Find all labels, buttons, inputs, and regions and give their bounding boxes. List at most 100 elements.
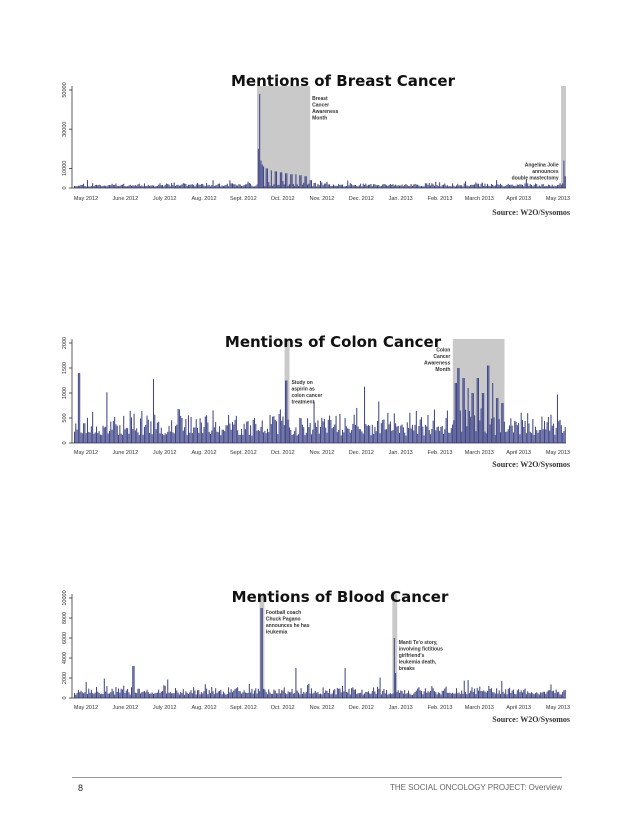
bar <box>288 427 290 443</box>
bar <box>220 689 222 698</box>
bar <box>189 184 191 188</box>
bar <box>446 410 448 443</box>
bar <box>321 182 323 188</box>
bar <box>505 689 507 698</box>
bar <box>450 693 452 698</box>
bar <box>480 690 482 698</box>
bar <box>97 432 99 443</box>
bar <box>110 421 112 443</box>
bar <box>184 427 186 443</box>
annotation-line: Chuck Pagano <box>266 617 301 623</box>
bar <box>277 693 279 698</box>
bar <box>556 394 558 443</box>
bar <box>137 432 139 443</box>
bar <box>339 688 341 698</box>
bar <box>112 691 114 698</box>
bar <box>285 380 287 443</box>
bar <box>351 430 353 443</box>
bar <box>404 690 406 698</box>
bar <box>257 688 259 698</box>
bar <box>340 692 342 698</box>
bar <box>496 688 498 698</box>
x-tick-label: Sept. 2012 <box>230 196 257 202</box>
bar <box>279 693 281 698</box>
bar <box>393 185 395 188</box>
x-tick-label: Aug. 2012 <box>191 450 216 456</box>
bar <box>496 398 498 443</box>
annotation-line: announces he has <box>266 623 310 629</box>
bar <box>507 429 509 443</box>
bar <box>330 185 332 188</box>
bar <box>268 431 270 443</box>
bar <box>387 185 389 188</box>
bar <box>365 424 367 443</box>
bar <box>512 185 514 188</box>
bar <box>458 368 460 443</box>
bar <box>184 183 186 188</box>
bar <box>498 690 500 698</box>
bar <box>269 414 271 443</box>
bar <box>208 431 210 443</box>
bar <box>235 185 237 188</box>
bar <box>344 418 346 443</box>
bar <box>332 427 334 443</box>
bar <box>400 185 402 188</box>
bar <box>559 419 561 443</box>
bar <box>200 183 202 188</box>
bar <box>137 688 139 698</box>
bar <box>392 184 394 188</box>
bar <box>162 434 164 443</box>
bar <box>512 432 514 443</box>
bar <box>90 689 92 698</box>
bar <box>383 419 385 443</box>
chart-breast-cancer: 0 10000 30000 50000 May 2012 June 2012 July 20… <box>0 60 638 220</box>
bar <box>374 691 376 698</box>
bar <box>305 176 307 188</box>
bar <box>265 168 267 188</box>
bar <box>94 185 96 188</box>
bar <box>159 183 161 188</box>
bar <box>462 186 464 188</box>
bar <box>503 421 505 443</box>
bar <box>204 186 206 188</box>
bar <box>154 693 156 698</box>
bar <box>533 434 535 443</box>
bar <box>382 691 384 698</box>
bar <box>124 429 126 443</box>
bar <box>558 184 560 188</box>
bar <box>343 432 345 443</box>
bar <box>132 185 134 188</box>
bar <box>107 185 109 188</box>
bar <box>336 185 338 188</box>
bar <box>134 185 136 188</box>
bar <box>476 687 478 698</box>
chart-title: Mentions of Colon Cancer <box>225 333 442 351</box>
bar <box>128 185 130 188</box>
bar <box>455 383 457 443</box>
bar <box>308 683 310 698</box>
bar <box>454 693 456 698</box>
bar <box>189 692 191 698</box>
bar <box>347 692 349 698</box>
bar <box>364 184 366 188</box>
bar <box>226 183 228 188</box>
bar <box>358 693 360 698</box>
bar <box>222 185 224 188</box>
bar <box>242 185 244 188</box>
bar <box>97 185 99 188</box>
bar <box>386 185 388 188</box>
bar <box>533 184 535 188</box>
bar <box>472 692 474 698</box>
bar <box>420 186 423 188</box>
bar <box>467 680 469 698</box>
bar <box>420 690 423 698</box>
bar <box>532 186 534 188</box>
bar <box>106 392 108 443</box>
bar <box>335 415 337 443</box>
bar <box>314 182 316 188</box>
bar <box>206 415 208 443</box>
bar <box>527 413 529 443</box>
bar <box>382 184 384 188</box>
bar <box>528 692 530 698</box>
bar <box>443 184 445 188</box>
